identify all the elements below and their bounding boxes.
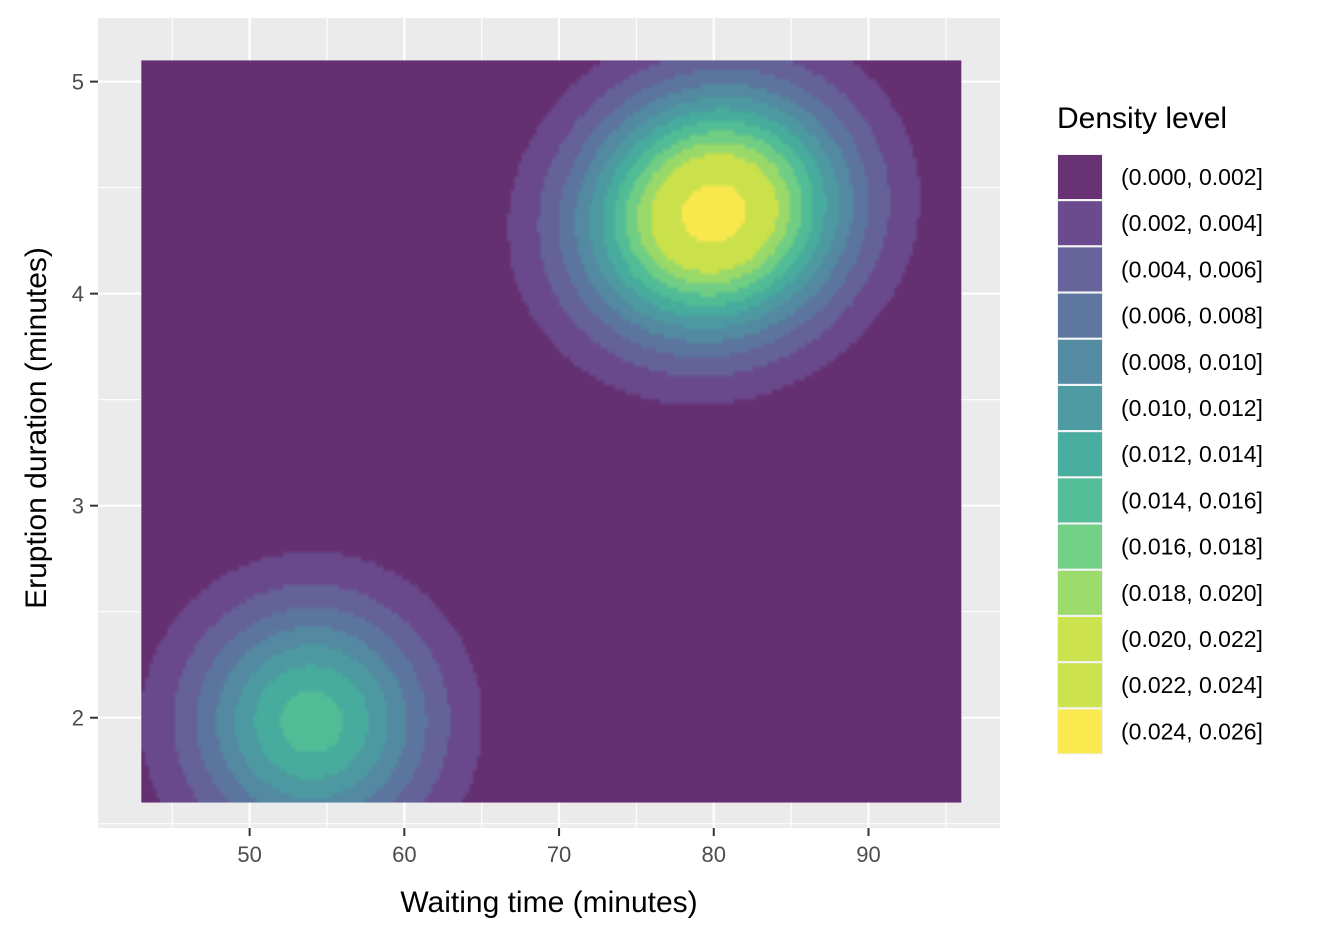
legend-key-swatch	[1058, 247, 1102, 292]
legend-key-label: (0.004, 0.006]	[1121, 256, 1263, 282]
density-raster	[141, 60, 962, 803]
legend-keys: (0.000, 0.002] (0.002, 0.004] (0.004, 0.00…	[1057, 154, 1263, 755]
y-axis: 2 3 4 5	[72, 70, 98, 731]
x-axis: 50 60 70 80 90	[237, 828, 881, 867]
legend-key-swatch	[1058, 570, 1102, 615]
legend-key-label: (0.012, 0.014]	[1121, 441, 1263, 467]
contour-fill	[141, 60, 962, 803]
x-tick-label: 50	[237, 842, 261, 867]
x-tick-label: 90	[856, 842, 880, 867]
legend-key-swatch	[1058, 386, 1102, 430]
legend-key-label: (0.006, 0.008]	[1121, 303, 1263, 329]
legend-key-swatch	[1058, 155, 1102, 199]
legend-key-swatch	[1058, 524, 1102, 569]
legend-key-swatch	[1058, 339, 1102, 384]
legend-key-swatch	[1058, 201, 1102, 246]
legend-key-label: (0.020, 0.022]	[1121, 626, 1263, 652]
legend: Density level (0.000, 0.002] (0.002, 0.00…	[1057, 102, 1263, 755]
y-tick-label: 4	[72, 282, 84, 307]
legend-key-label: (0.008, 0.010]	[1121, 349, 1263, 375]
legend-key-swatch	[1058, 617, 1102, 661]
legend-key-swatch	[1058, 709, 1102, 754]
x-tick-label: 60	[392, 842, 416, 867]
legend-key-label: (0.024, 0.026]	[1121, 718, 1263, 744]
legend-key-label: (0.014, 0.016]	[1121, 487, 1263, 513]
legend-key-swatch	[1058, 293, 1102, 338]
legend-key-label: (0.018, 0.020]	[1121, 580, 1263, 606]
y-tick-label: 2	[72, 706, 84, 731]
legend-key-swatch	[1058, 432, 1102, 477]
x-tick-label: 70	[547, 842, 571, 867]
x-tick-label: 80	[702, 842, 726, 867]
legend-key-swatch	[1058, 478, 1102, 523]
legend-title: Density level	[1057, 102, 1227, 135]
y-tick-label: 5	[72, 70, 84, 95]
legend-key-swatch	[1058, 663, 1102, 708]
y-tick-label: 3	[72, 494, 84, 519]
legend-key-label: (0.000, 0.002]	[1121, 164, 1263, 190]
legend-key-label: (0.002, 0.004]	[1121, 210, 1263, 236]
legend-key-label: (0.010, 0.012]	[1121, 395, 1263, 421]
legend-key-label: (0.022, 0.024]	[1121, 672, 1263, 698]
x-axis-title: Waiting time (minutes)	[400, 886, 697, 919]
y-axis-title: Eruption duration (minutes)	[20, 247, 53, 609]
legend-key-label: (0.016, 0.018]	[1121, 534, 1263, 560]
